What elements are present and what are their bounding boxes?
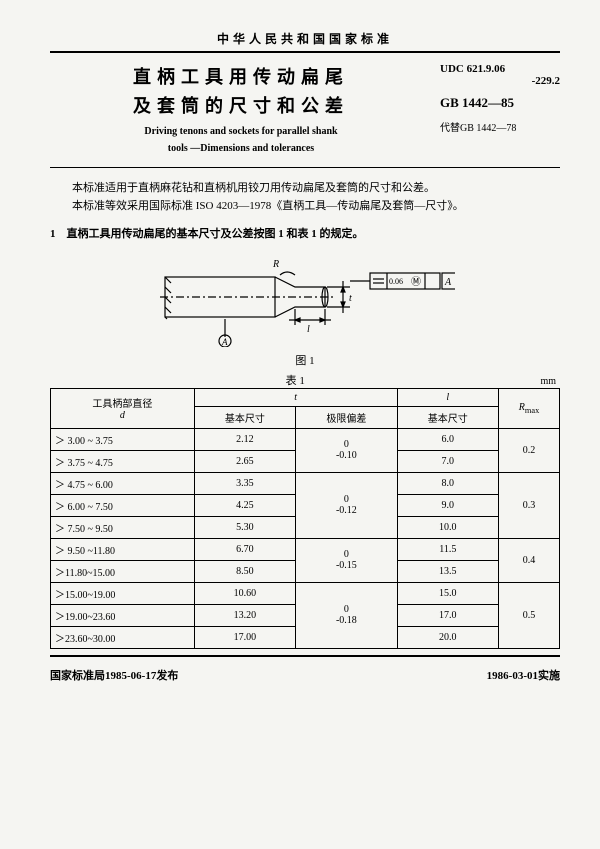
cell-d: ＞11.80~15.00 [51,560,195,582]
cell-l-basic: 20.0 [397,626,498,648]
rule-top [50,51,560,53]
cell-d: ＞ 4.75 ~ 6.00 [51,472,195,494]
rule-bottom [50,655,560,657]
table-row: ＞ 4.75 ~ 6.003.350-0.128.00.3 [51,472,560,494]
figure-caption: 图 1 [50,352,560,368]
figure-1: R l t A 0.06 Ⓜ [50,247,560,368]
udc-1: UDC 621.9.06 [440,63,560,75]
cell-t-dev: 0-0.18 [296,582,397,648]
tenon-diagram: R l t A 0.06 Ⓜ [155,247,455,347]
th-t-basic: 基本尺寸 [194,406,295,428]
cell-d: ＞ 7.50 ~ 9.50 [51,516,195,538]
page: 中华人民共和国国家标准 直柄工具用传动扁尾 及套筒的尺寸和公差 Driving … [0,0,600,703]
cell-t-basic: 4.25 [194,494,295,516]
cell-d: ＞15.00~19.00 [51,582,195,604]
header-row: 直柄工具用传动扁尾 及套筒的尺寸和公差 Driving tenons and s… [50,63,560,155]
cell-t-basic: 10.60 [194,582,295,604]
cell-t-dev: 0-0.10 [296,428,397,472]
para-2: 本标准等效采用国际标准 ISO 4203—1978《直柄工具—传动扁尾及套筒—尺… [50,198,560,215]
table-unit: mm [540,376,556,387]
cell-t-dev: 0-0.15 [296,538,397,582]
gb-code: GB 1442—85 [440,95,560,111]
svg-text:0.06: 0.06 [389,277,403,286]
table-1: 工具柄部直径 d t l Rmax 基本尺寸 极限偏差 基本尺寸 ＞ 3.00 … [50,388,560,649]
th-d: 工具柄部直径 d [51,388,195,428]
cell-d: ＞19.00~23.60 [51,604,195,626]
cell-d: ＞23.60~30.00 [51,626,195,648]
cell-l-basic: 13.5 [397,560,498,582]
table-row: ＞15.00~19.0010.600-0.1815.00.5 [51,582,560,604]
table-body: ＞ 3.00 ~ 3.752.120-0.106.00.2＞ 3.75 ~ 4.… [51,428,560,648]
cell-t-basic: 13.20 [194,604,295,626]
cell-d: ＞ 3.00 ~ 3.75 [51,428,195,450]
svg-text:t: t [349,293,352,304]
table-caption: 表 1 [50,372,540,388]
table-row: ＞ 3.00 ~ 3.752.120-0.106.00.2 [51,428,560,450]
cell-l-basic: 10.0 [397,516,498,538]
table-head: 工具柄部直径 d t l Rmax 基本尺寸 极限偏差 基本尺寸 [51,388,560,428]
footer-left: 国家标准局1985-06-17发布 [50,667,178,683]
replace-code: 代替GB 1442—78 [440,119,560,134]
footer: 国家标准局1985-06-17发布 1986-03-01实施 [50,667,560,683]
cell-l-basic: 9.0 [397,494,498,516]
svg-text:l: l [307,324,310,335]
footer-right: 1986-03-01实施 [487,667,560,683]
cell-l-basic: 6.0 [397,428,498,450]
cell-l-basic: 15.0 [397,582,498,604]
udc-2: -229.2 [440,75,560,87]
th-t-dev: 极限偏差 [296,406,397,428]
code-block: UDC 621.9.06 -229.2 GB 1442—85 代替GB 1442… [432,63,560,155]
cell-d: ＞ 6.00 ~ 7.50 [51,494,195,516]
cell-l-basic: 17.0 [397,604,498,626]
para-1: 本标准适用于直柄麻花钻和直柄机用铰刀用传动扁尾及套筒的尺寸和公差。 [50,180,560,197]
cell-t-basic: 2.12 [194,428,295,450]
cell-t-basic: 5.30 [194,516,295,538]
cell-rmax: 0.3 [499,472,560,538]
title-en-2: tools —Dimensions and tolerances [50,142,432,155]
cell-l-basic: 7.0 [397,450,498,472]
cell-t-basic: 2.65 [194,450,295,472]
svg-text:A: A [221,337,228,347]
cell-l-basic: 11.5 [397,538,498,560]
cell-rmax: 0.5 [499,582,560,648]
title-cn-1: 直柄工具用传动扁尾 [50,63,432,92]
cell-l-basic: 8.0 [397,472,498,494]
svg-text:A: A [444,277,452,288]
cell-t-basic: 6.70 [194,538,295,560]
title-block: 直柄工具用传动扁尾 及套筒的尺寸和公差 Driving tenons and s… [50,63,432,155]
table-row: ＞ 9.50 ~11.806.700-0.1511.50.4 [51,538,560,560]
cell-t-dev: 0-0.12 [296,472,397,538]
title-cn-2: 及套筒的尺寸和公差 [50,92,432,121]
cell-d: ＞ 9.50 ~11.80 [51,538,195,560]
title-en-1: Driving tenons and sockets for parallel … [50,125,432,138]
cell-t-basic: 17.00 [194,626,295,648]
cell-t-basic: 3.35 [194,472,295,494]
cell-t-basic: 8.50 [194,560,295,582]
rule-mid [50,167,560,168]
th-rmax: Rmax [499,388,560,428]
th-l-basic: 基本尺寸 [397,406,498,428]
th-t: t [194,388,397,406]
svg-text:R: R [272,259,279,270]
th-l: l [397,388,498,406]
org-name: 中华人民共和国国家标准 [50,30,560,47]
cell-rmax: 0.4 [499,538,560,582]
section-1: 1 直柄工具用传动扁尾的基本尺寸及公差按图 1 和表 1 的规定。 [50,225,560,241]
cell-rmax: 0.2 [499,428,560,472]
cell-d: ＞ 3.75 ~ 4.75 [51,450,195,472]
svg-text:Ⓜ: Ⓜ [411,276,421,288]
